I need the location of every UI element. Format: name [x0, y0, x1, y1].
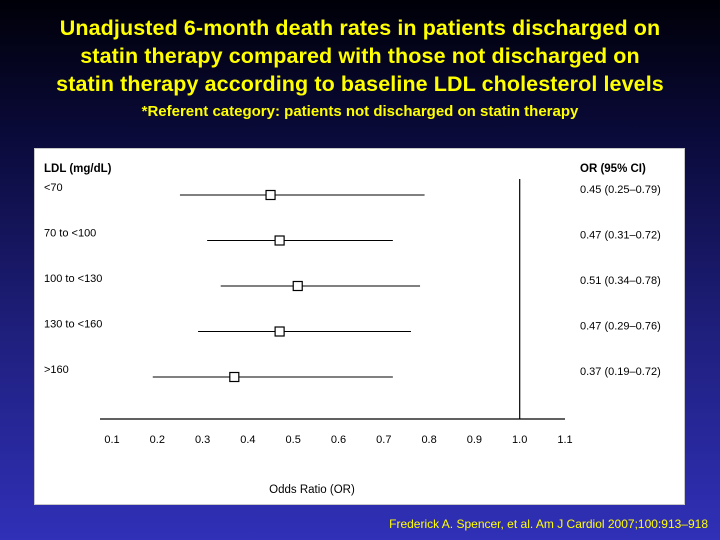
row-label: >160 [44, 364, 69, 376]
x-tick-label: 1.1 [557, 434, 572, 446]
row-estimate-text: 0.37 (0.19–0.72) [580, 366, 661, 378]
slide-title-line: statin therapy compared with those not d… [80, 44, 640, 68]
citation: Frederick A. Spencer, et al. Am J Cardio… [389, 517, 708, 531]
forest-plot: LDL (mg/dL) OR (95% CI) Odds Ratio (OR) … [44, 163, 661, 496]
x-tick-label: 0.1 [104, 434, 119, 446]
slide-title-line: Unadjusted 6-month death rates in patien… [59, 16, 661, 40]
point-estimate-marker [292, 280, 303, 292]
x-axis-title: Odds Ratio (OR) [269, 484, 355, 496]
slide-subtitle: *Referent category: patients not dischar… [141, 103, 579, 120]
x-tick-label: 0.6 [331, 434, 346, 446]
point-estimate-marker [274, 235, 285, 246]
row-estimate-text: 0.45 (0.25–0.79) [580, 184, 661, 196]
slide-title-line: statin therapy according to baseline LDL… [56, 72, 664, 96]
x-tick-label: 0.5 [286, 434, 301, 446]
plot-layer: 0.1 0.2 0.3 0.4 0.5 0.6 0.7 0.8 0.9 1.0 1.1 <70 0.45… [44, 179, 661, 446]
row-label: 130 to <160 [44, 319, 102, 331]
row-estimate-text: 0.47 (0.29–0.76) [580, 321, 661, 333]
point-estimate-marker [229, 371, 240, 383]
x-tick-label: 0.7 [376, 434, 391, 446]
row-estimate-text: 0.47 (0.31–0.72) [580, 230, 661, 242]
x-tick-label: 0.2 [150, 434, 165, 446]
point-estimate-marker [274, 326, 285, 337]
forest-plot-panel: LDL (mg/dL) OR (95% CI) Odds Ratio (OR) … [34, 148, 685, 505]
category-header: LDL (mg/dL) [44, 163, 112, 175]
x-tick-label: 0.4 [240, 434, 255, 446]
x-tick-label: 1.0 [512, 434, 527, 446]
point-estimate-marker [265, 189, 276, 201]
x-tick-label: 0.9 [467, 434, 482, 446]
row-estimate-text: 0.51 (0.34–0.78) [580, 275, 661, 287]
row-label: 100 to <130 [44, 273, 102, 285]
row-label: <70 [44, 182, 63, 194]
slide-title: Unadjusted 6-month death rates in patien… [0, 14, 720, 98]
estimate-header: OR (95% CI) [580, 163, 646, 175]
x-tick-label: 0.8 [421, 434, 436, 446]
row-label: 70 to <100 [44, 228, 96, 240]
x-tick-label: 0.3 [195, 434, 210, 446]
